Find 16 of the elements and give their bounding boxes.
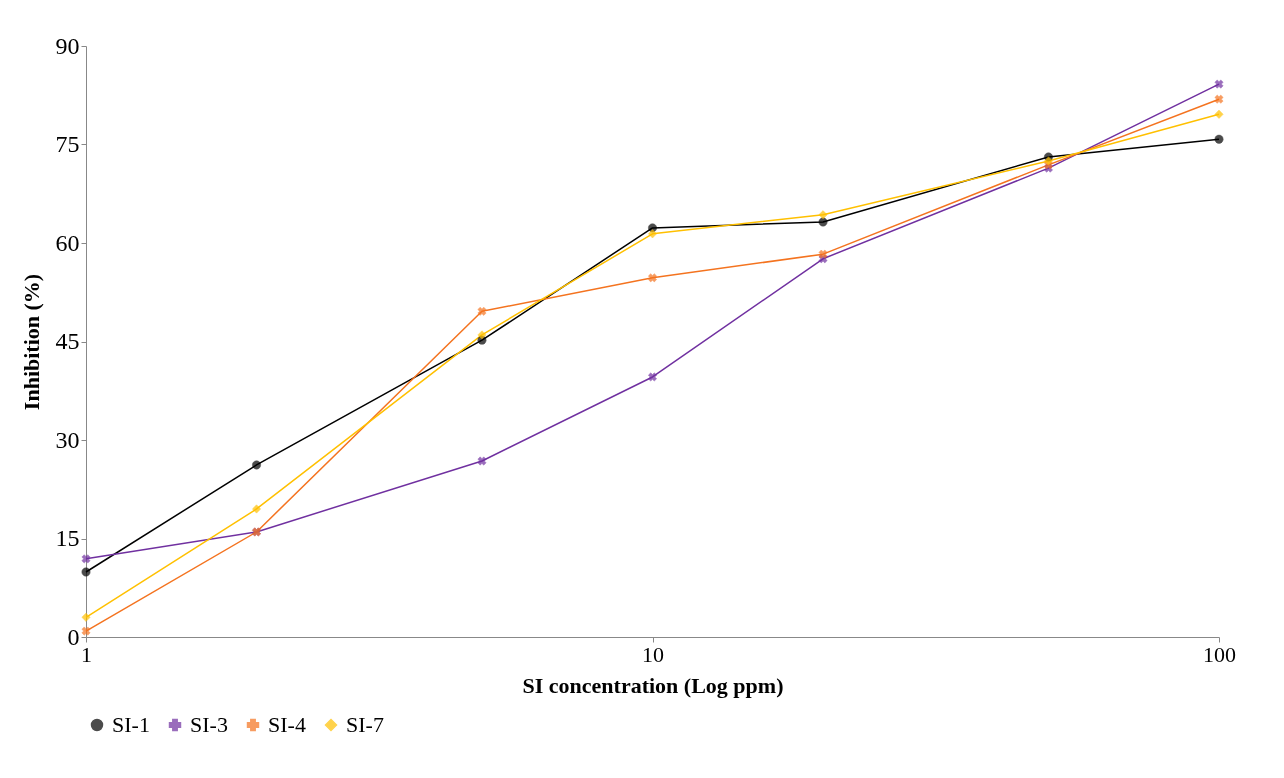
y-tick-label: 90 [55,32,80,59]
x-tick-label: 1 [81,641,92,667]
legend-label: SI-7 [346,712,384,737]
y-tick-label: 60 [55,229,80,256]
y-tick-label: 15 [55,525,80,551]
y-axis-title: Inhibition (%) [18,273,44,411]
legend-label: SI-4 [268,712,306,737]
legend-label: SI-1 [112,712,150,737]
x-tick-label: 100 [1203,641,1236,667]
x-axis-title: SI concentration (Log ppm) [522,672,784,698]
y-tick-label: 75 [55,131,80,157]
y-tick-label: 0 [67,623,80,650]
legend-label: SI-3 [190,712,228,737]
y-tick-label: 30 [55,426,80,453]
y-tick-label: 45 [55,328,80,354]
x-tick-label: 10 [642,641,664,667]
